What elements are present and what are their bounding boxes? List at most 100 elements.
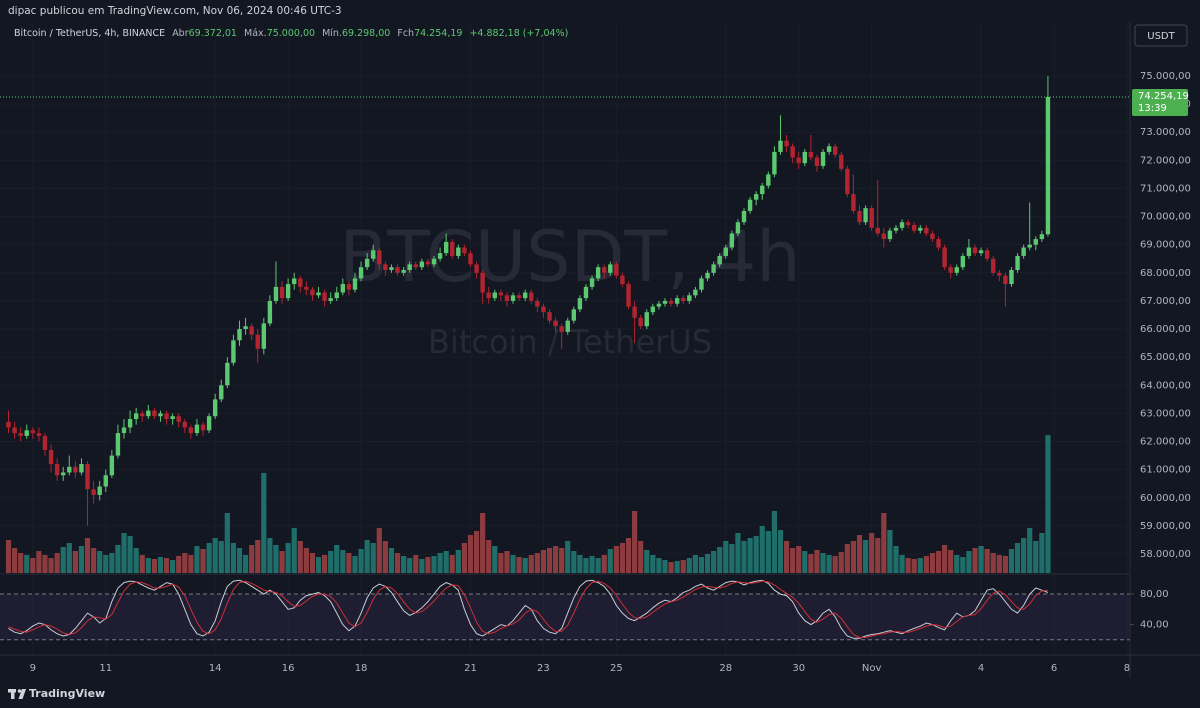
volume-bar bbox=[297, 541, 303, 573]
candle-body bbox=[729, 233, 735, 248]
y-tick-label: 72.000,00 bbox=[1140, 155, 1191, 166]
candle-body bbox=[401, 270, 406, 273]
volume-bar bbox=[1027, 528, 1033, 573]
candle-body bbox=[170, 416, 175, 420]
y-tick-label: 58.000,00 bbox=[1140, 549, 1191, 560]
volume-bar bbox=[759, 526, 765, 573]
volume-bar bbox=[340, 550, 346, 573]
volume-bar bbox=[1021, 538, 1027, 573]
candle-body bbox=[109, 455, 115, 476]
candle-body bbox=[717, 255, 722, 265]
volume-bar bbox=[176, 556, 182, 573]
volume-bar bbox=[334, 545, 340, 573]
volume-bar bbox=[777, 530, 784, 573]
candle-body bbox=[492, 292, 497, 299]
y-tick-label: 67.000,00 bbox=[1140, 296, 1191, 307]
candle-body bbox=[364, 258, 370, 268]
volume-bar bbox=[1039, 533, 1045, 573]
volume-bar bbox=[42, 555, 48, 573]
volume-bar bbox=[133, 548, 139, 573]
volume-bar bbox=[650, 555, 656, 573]
candle-body bbox=[942, 247, 947, 268]
candle-body bbox=[158, 413, 163, 417]
candle-body bbox=[796, 157, 801, 164]
volume-bar bbox=[24, 555, 30, 573]
candle-body bbox=[687, 295, 692, 301]
y-tick-label: 59.000,00 bbox=[1140, 521, 1191, 532]
y-tick-label: 80,00 bbox=[1140, 589, 1169, 600]
volume-bar bbox=[729, 544, 735, 573]
y-tick-label: 69.000,00 bbox=[1140, 240, 1191, 251]
volume-bar bbox=[473, 531, 480, 573]
candle-body bbox=[790, 146, 795, 158]
candle-body bbox=[182, 421, 187, 428]
volume-bar bbox=[735, 533, 741, 573]
candle-body bbox=[632, 306, 637, 318]
y-tick-label: 40,00 bbox=[1140, 620, 1169, 631]
volume-bar bbox=[467, 535, 474, 573]
volume-bar bbox=[802, 551, 808, 573]
volume-bar bbox=[151, 559, 157, 573]
candle-body bbox=[310, 289, 315, 296]
volume-bar bbox=[328, 551, 334, 573]
volume-bar bbox=[321, 555, 328, 573]
x-tick-label: 18 bbox=[355, 663, 368, 674]
volume-bar bbox=[528, 555, 534, 573]
logo-part bbox=[18, 689, 26, 699]
candle-body bbox=[875, 227, 880, 234]
volume-bar bbox=[182, 553, 188, 573]
candle-body bbox=[972, 247, 978, 254]
volume-bar bbox=[869, 533, 875, 573]
candle-body bbox=[48, 449, 54, 465]
candle-body bbox=[608, 264, 613, 273]
candle-body bbox=[121, 427, 127, 434]
volume-bar bbox=[942, 545, 948, 573]
candle-body bbox=[541, 306, 546, 313]
candle-body bbox=[456, 247, 461, 256]
candle-body bbox=[753, 194, 759, 200]
volume-bar bbox=[838, 552, 844, 573]
candle-body bbox=[194, 424, 200, 434]
volume-bar bbox=[449, 555, 455, 573]
candle-body bbox=[766, 174, 771, 186]
volume-bar bbox=[11, 548, 18, 573]
y-tick-label: 62.000,00 bbox=[1140, 437, 1191, 448]
candle-body bbox=[371, 250, 376, 259]
candle-body bbox=[529, 292, 534, 301]
x-tick-label: 11 bbox=[99, 663, 112, 674]
candle-body bbox=[808, 151, 814, 158]
candle-body bbox=[443, 241, 449, 254]
volume-bar bbox=[419, 559, 425, 573]
volume-bar bbox=[425, 557, 431, 573]
currency-button[interactable] bbox=[1134, 24, 1188, 47]
volume-bar bbox=[443, 551, 449, 573]
volume-bar bbox=[91, 548, 97, 573]
currency[interactable]: USDT bbox=[1147, 31, 1175, 42]
volume-bar bbox=[546, 548, 553, 573]
candle-body bbox=[620, 275, 625, 285]
x-tick-label: 8 bbox=[1124, 663, 1130, 674]
candle-body bbox=[723, 247, 728, 256]
volume-bar bbox=[200, 549, 206, 573]
candle-body bbox=[516, 295, 522, 299]
volume-bar bbox=[850, 541, 857, 573]
volume-bar bbox=[565, 541, 571, 573]
volume-bar bbox=[607, 549, 613, 573]
volume-bar bbox=[60, 547, 66, 573]
candle-body bbox=[79, 464, 84, 473]
volume-bar bbox=[224, 513, 230, 573]
candle-body bbox=[711, 264, 716, 273]
volume-bar bbox=[978, 546, 984, 573]
volume-bar bbox=[704, 554, 711, 573]
candle-body bbox=[930, 233, 935, 240]
volume-bar bbox=[552, 546, 559, 573]
volume-bar bbox=[279, 551, 285, 573]
candle-body bbox=[1033, 239, 1038, 245]
candle-body bbox=[36, 433, 42, 436]
candle-body bbox=[97, 486, 102, 495]
candle-body bbox=[292, 278, 297, 285]
volume-bar bbox=[656, 558, 662, 573]
candle-body bbox=[164, 413, 169, 420]
volume-bar bbox=[814, 550, 820, 573]
